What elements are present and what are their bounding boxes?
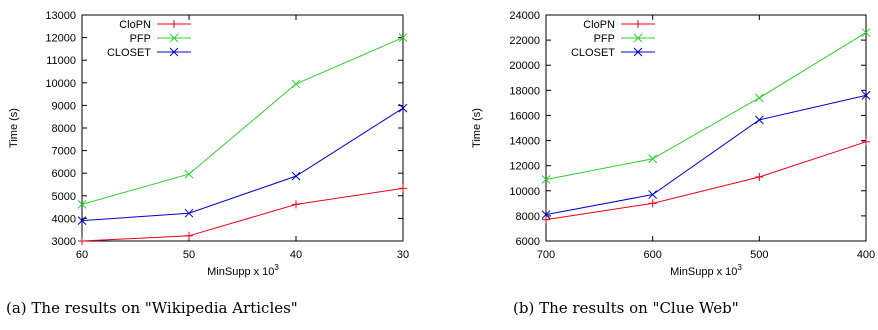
data-point — [291, 79, 301, 89]
data-point — [754, 93, 764, 103]
legend-swatch — [621, 47, 655, 57]
data-point — [755, 172, 764, 181]
data-point — [184, 169, 194, 179]
legend-label: CLOSET — [571, 47, 615, 59]
y-axis-label: Time (s) — [8, 108, 20, 148]
y-tick-label: 4000 — [52, 213, 76, 225]
y-tick-label: 10000 — [509, 186, 540, 198]
data-point — [541, 175, 551, 184]
data-point — [77, 200, 87, 209]
data-point — [648, 199, 657, 208]
data-point — [648, 190, 658, 199]
data-point — [861, 91, 871, 100]
x-tick-label: 30 — [397, 249, 409, 261]
y-tick-label: 16000 — [509, 110, 540, 122]
y-tick-label: 12000 — [509, 161, 540, 173]
data-point — [542, 215, 550, 224]
legend-label: CloPN — [583, 19, 615, 31]
legend-label: PFP — [594, 33, 615, 45]
data-point — [78, 237, 86, 245]
y-tick-label: 20000 — [509, 60, 540, 72]
y-tick-label: 6000 — [516, 236, 540, 248]
x-tick-label: 700 — [537, 249, 555, 261]
x-axis-label: MinSupp x 103 — [670, 263, 742, 278]
x-tick-label: 600 — [643, 249, 661, 261]
series-closet — [541, 91, 871, 219]
legend-swatch — [157, 20, 191, 28]
data-point — [861, 28, 871, 37]
data-point — [185, 231, 193, 240]
legend: CloPN PFP CLOSET — [571, 19, 655, 59]
data-point — [398, 103, 408, 113]
caption-a: (a) The results on "Wikipedia Articles" — [6, 299, 298, 317]
series-closet — [77, 103, 408, 226]
chart-wikipedia-articles: 3000 4000 5000 6000 7000 8000 9000 10000 11000 12… — [8, 10, 409, 278]
y-tick-label: 22000 — [509, 35, 540, 47]
y-tick-label: 9000 — [52, 100, 76, 112]
legend: CloPN PFP CLOSET — [107, 19, 191, 59]
data-point — [754, 115, 764, 125]
y-tick-label: 24000 — [509, 10, 540, 22]
y-tick-label: 11000 — [46, 55, 76, 67]
data-point — [648, 154, 658, 164]
y-tick-label: 8000 — [52, 123, 76, 135]
y-tick-label: 13000 — [45, 10, 76, 22]
y-tick-label: 5000 — [52, 191, 76, 203]
x-tick-label: 40 — [290, 249, 302, 261]
legend-label: CloPN — [119, 19, 151, 31]
x-tick-label: 60 — [76, 249, 88, 261]
y-tick-label: 3000 — [52, 236, 76, 248]
legend-label: CLOSET — [107, 47, 151, 59]
x-tick-label: 500 — [750, 249, 768, 261]
data-point — [184, 208, 194, 218]
legend-swatch — [621, 20, 655, 28]
y-tick-label: 12000 — [45, 33, 76, 45]
caption-b: (b) The results on "Clue Web" — [513, 299, 739, 317]
plot-frame — [545, 14, 867, 242]
legend-swatch — [621, 33, 655, 43]
series-line — [545, 94, 867, 216]
x-axis-label: MinSupp x 103 — [207, 263, 279, 278]
series-clopn — [78, 184, 407, 245]
x-tick-label: 400 — [857, 249, 875, 261]
y-tick-label: 18000 — [509, 85, 540, 97]
y-axis-label: Time (s) — [471, 108, 483, 148]
data-point — [862, 137, 870, 146]
y-tick-label: 14000 — [509, 136, 540, 148]
legend-swatch — [157, 33, 191, 43]
data-point — [541, 210, 551, 219]
series-line — [545, 141, 867, 221]
series-pfp — [541, 28, 871, 184]
series-line — [81, 37, 404, 205]
series-line — [81, 187, 404, 242]
data-point — [291, 171, 301, 181]
figure: 3000 4000 5000 6000 7000 8000 9000 10000 11000 12… — [8, 10, 875, 278]
chart-clue-web: 6000 8000 10000 12000 14000 16000 18000 20000 22… — [471, 10, 875, 278]
series-line — [545, 32, 867, 180]
legend-swatch — [157, 47, 191, 57]
y-tick-label: 10000 — [45, 78, 76, 90]
data-point — [292, 200, 300, 209]
data-point — [398, 33, 408, 42]
series-clopn — [542, 137, 870, 224]
data-point — [77, 216, 87, 226]
series-line — [81, 107, 404, 222]
y-tick-label: 6000 — [52, 168, 76, 180]
legend-label: PFP — [130, 33, 151, 45]
x-tick-label: 50 — [183, 249, 195, 261]
data-point — [399, 184, 407, 193]
series-pfp — [77, 33, 408, 209]
y-tick-label: 7000 — [52, 146, 76, 158]
y-tick-label: 8000 — [516, 211, 540, 223]
